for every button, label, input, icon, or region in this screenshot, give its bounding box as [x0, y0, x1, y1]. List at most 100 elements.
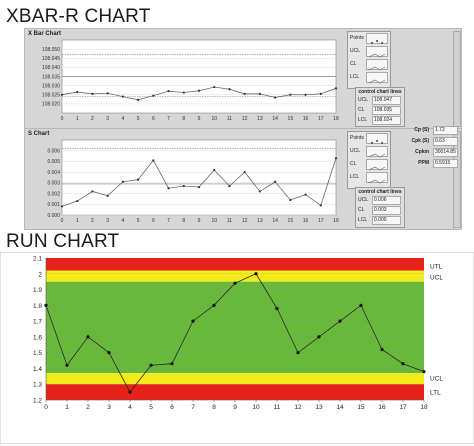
s-x-tick-label: 10: [211, 218, 217, 224]
s-data-point: [60, 205, 64, 208]
run-x-tick-label: 4: [128, 404, 132, 411]
xbar-x-tick-label: 17: [318, 116, 324, 122]
xbar-legend-ucl: UCL: [350, 48, 361, 54]
run-x-tick-label: 13: [315, 404, 323, 411]
xbar-lcl-value[interactable]: 108.024: [372, 116, 401, 125]
s-data-point: [274, 180, 277, 183]
xbar-x-tick-label: 3: [106, 116, 109, 122]
s-legend-lcl: LCL: [350, 174, 360, 180]
s-data-point: [228, 184, 231, 188]
xbar-y-tick-label: 108.035: [42, 74, 60, 80]
points-icon[interactable]: [366, 33, 388, 44]
run-x-tick-label: 3: [107, 404, 111, 411]
s-data-point: [289, 198, 292, 202]
xbar-scrollbar[interactable]: [453, 31, 461, 127]
run-x-tick-label: 9: [233, 404, 237, 411]
s-data-point: [121, 180, 124, 183]
s-x-tick-label: 7: [167, 218, 170, 224]
run-data-point: [359, 303, 363, 307]
line-icon[interactable]: [366, 172, 388, 184]
s-y-tick-label: 0.002: [47, 191, 60, 197]
run-y-tick-label: 1.6: [33, 334, 42, 341]
run-y-tick-label: 1.3: [33, 382, 42, 389]
xbar-data-point: [121, 95, 124, 98]
xbar-x-tick-label: 4: [121, 116, 124, 122]
cpkm-value[interactable]: 30014.85: [433, 148, 458, 157]
run-band: [46, 258, 424, 271]
s-data-point: [304, 193, 307, 196]
s-data-point: [167, 187, 170, 190]
line-icon[interactable]: [366, 159, 388, 171]
xbar-lcl-label: LCL: [358, 117, 368, 123]
s-x-tick-label: 13: [257, 218, 263, 224]
run-y-tick-label: 2: [38, 271, 42, 278]
xbar-x-tick-label: 13: [257, 116, 263, 122]
s-ucl-value[interactable]: 0.006: [372, 196, 401, 205]
xbar-x-tick-label: 7: [167, 116, 170, 122]
xbar-x-tick-label: 10: [211, 116, 217, 122]
line-icon[interactable]: [366, 59, 388, 71]
s-x-tick-label: 0: [61, 218, 64, 224]
s-x-tick-label: 15: [288, 218, 294, 224]
xbar-data-point: [243, 92, 246, 95]
run-y-tick-label: 1.5: [33, 350, 42, 357]
run-data-point: [275, 306, 279, 311]
s-data-point: [258, 190, 261, 193]
xbar-data-point: [137, 98, 140, 101]
run-limit-label: LTL: [430, 390, 441, 397]
xbar-data-point: [274, 96, 277, 99]
s-legend-points: Points: [350, 135, 364, 141]
xbar-legend-lcl: LCL: [350, 74, 360, 80]
ppm-value[interactable]: 0.5915: [433, 159, 458, 168]
run-limit-label: UCL: [430, 375, 443, 382]
s-x-tick-label: 1: [76, 218, 79, 224]
run-x-tick-label: 8: [212, 404, 216, 411]
run-x-tick-label: 11: [274, 404, 281, 411]
s-control-lines-title: control chart lines: [358, 189, 402, 195]
xbar-y-tick-label: 108.040: [42, 65, 60, 71]
s-lcl-value[interactable]: 0.000: [372, 216, 401, 225]
ppm-label: PPM: [418, 160, 429, 166]
xbar-control-lines-title: control chart lines: [358, 89, 402, 95]
xbar-data-point: [213, 85, 216, 89]
run-data-point: [107, 351, 111, 355]
xbar-y-tick-label: 108.045: [42, 56, 60, 62]
line-icon[interactable]: [366, 46, 388, 58]
xbar-y-tick-label: 108.020: [42, 102, 60, 108]
xbar-y-tick-label: 108.050: [42, 47, 60, 53]
s-legend-cl: CL: [350, 161, 357, 167]
s-cl-value[interactable]: 0.003: [372, 206, 401, 215]
run-x-tick-label: 12: [294, 404, 302, 411]
s-chart-label: S Chart: [28, 131, 50, 137]
xbar-data-point: [228, 88, 231, 91]
xbar-cl-value[interactable]: 108.035: [372, 106, 401, 115]
s-cl-label: CL: [358, 207, 365, 213]
line-icon[interactable]: [366, 146, 388, 158]
run-data-point: [338, 319, 342, 323]
xbar-data-point: [60, 93, 64, 96]
s-data-point: [197, 186, 201, 189]
xbar-data-point: [334, 87, 338, 90]
s-data-point: [91, 190, 94, 193]
points-icon[interactable]: [366, 133, 388, 144]
cp-value[interactable]: 1.72: [433, 126, 458, 135]
s-y-tick-label: 0.000: [47, 213, 60, 219]
xbar-x-tick-label: 18: [333, 116, 339, 122]
run-x-tick-label: 16: [378, 404, 386, 411]
run-data-point: [170, 362, 174, 366]
run-data-point: [191, 319, 195, 323]
xbar-x-tick-label: 2: [91, 116, 94, 122]
s-data-point: [152, 159, 155, 162]
xbar-x-tick-label: 16: [303, 116, 309, 122]
xbar-x-tick-label: 11: [227, 116, 232, 122]
xbar-r-chart-heading: XBAR-R CHART: [6, 6, 151, 27]
s-ucl-label: UCL: [358, 197, 369, 203]
xbar-x-tick-label: 8: [182, 116, 185, 122]
xbar-ucl-value[interactable]: 108.047: [372, 96, 401, 105]
xbar-data-point: [91, 92, 94, 95]
line-icon[interactable]: [366, 72, 388, 84]
s-x-tick-label: 4: [121, 218, 124, 224]
s-x-tick-label: 6: [152, 218, 155, 224]
cpk-value[interactable]: 0.63: [433, 137, 458, 146]
